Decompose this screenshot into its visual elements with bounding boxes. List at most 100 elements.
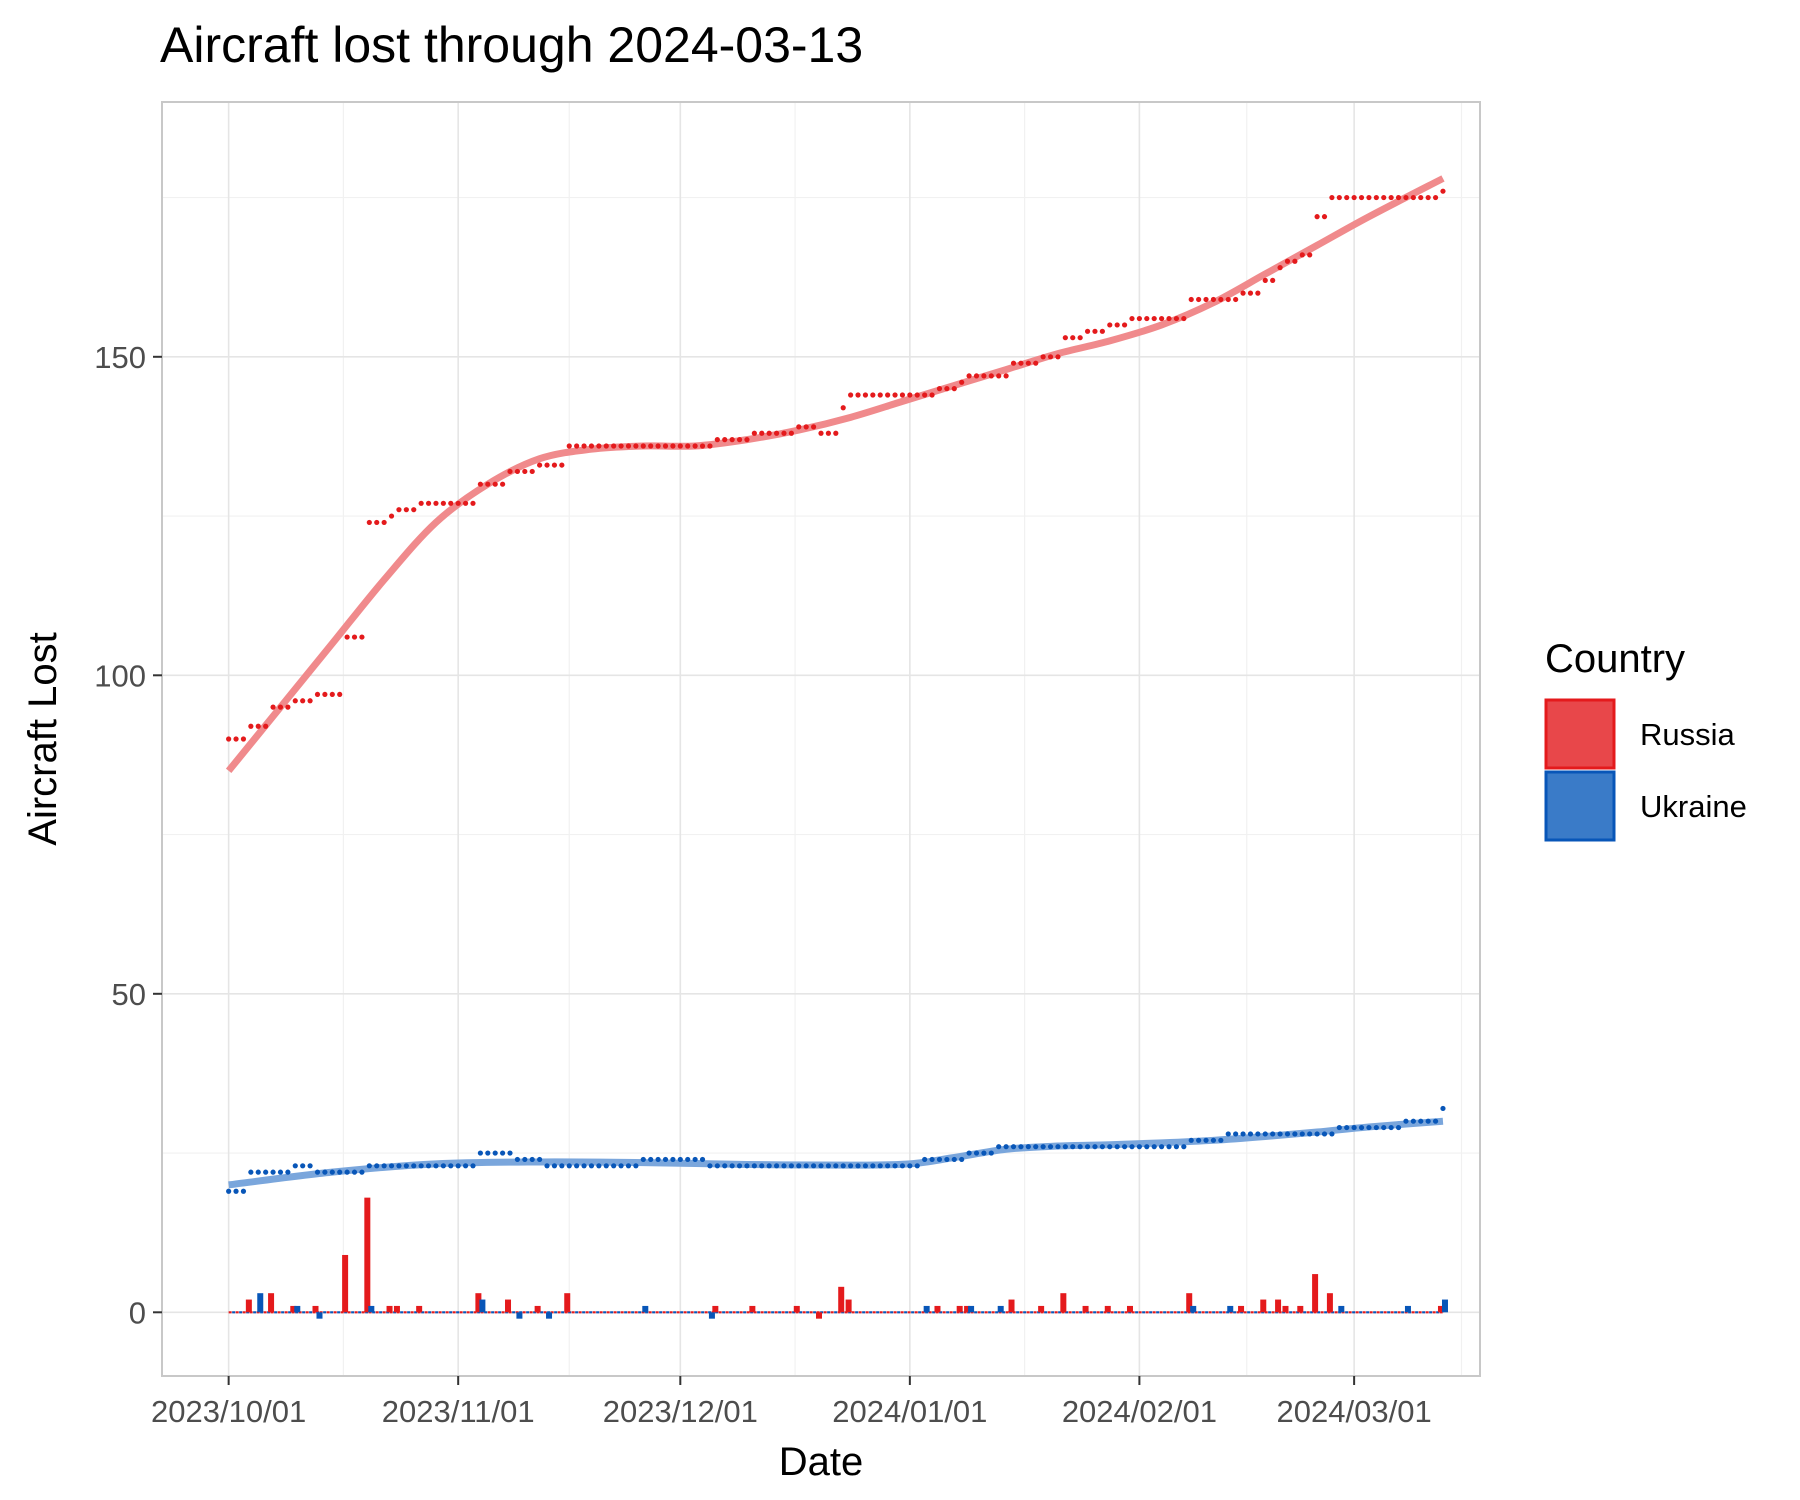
point-ukraine [603,1163,609,1169]
point-ukraine [1144,1144,1150,1150]
point-russia [240,736,247,742]
point-russia [1203,296,1209,303]
point-russia [914,392,920,398]
point-ukraine [655,1156,661,1163]
daily-bar-ukraine [923,1305,930,1313]
point-ukraine [796,1163,802,1169]
point-russia [855,392,861,398]
point-russia [714,437,720,443]
point-ukraine [1388,1124,1394,1131]
point-russia [1307,252,1313,258]
daily-bar-ukraine [1227,1305,1234,1313]
point-russia [781,430,787,436]
point-russia [374,519,380,526]
point-ukraine [988,1150,994,1156]
point-ukraine [1432,1118,1439,1124]
grid-lines [162,102,1480,1376]
point-ukraine [307,1163,313,1169]
point-russia [433,500,439,506]
point-ukraine [855,1163,861,1169]
point-ukraine [1344,1124,1350,1131]
point-ukraine [1055,1144,1061,1150]
point-russia [270,704,276,710]
point-ukraine [240,1188,247,1194]
point-russia [633,443,639,449]
point-ukraine [1136,1144,1142,1150]
point-russia [514,468,521,475]
point-ukraine [781,1163,787,1169]
axis-ticks: 0 50 100 150 2023/10/01 2023/11/01 2023/12/01 2… [94,340,1431,1429]
point-russia [707,443,713,449]
daily-bar-ukraine [479,1299,486,1313]
daily-bar-russia [749,1305,756,1313]
point-russia [588,443,595,449]
point-russia [766,430,772,436]
point-ukraine [537,1156,543,1163]
point-russia [988,373,994,379]
point-ukraine [448,1163,454,1169]
point-russia [396,507,402,513]
point-russia [692,443,698,449]
x-tick-label: 2024/01/01 [832,1394,987,1429]
point-ukraine [922,1156,928,1163]
point-ukraine [885,1163,891,1169]
point-russia [1159,315,1165,322]
point-ukraine [670,1156,676,1163]
point-ukraine [618,1163,624,1169]
point-ukraine [1040,1144,1046,1150]
point-ukraine [1166,1144,1172,1150]
point-ukraine [507,1150,513,1156]
point-russia [226,736,232,742]
point-ukraine [329,1169,335,1175]
daily-bar-ukraine [997,1305,1004,1313]
point-russia [611,443,617,449]
daily-bar-russia [364,1197,371,1313]
point-ukraine [1292,1131,1298,1137]
point-ukraine [1307,1131,1313,1137]
point-ukraine [1173,1144,1180,1150]
point-ukraine [936,1156,943,1163]
point-ukraine [337,1169,343,1175]
point-russia [248,723,254,729]
point-ukraine [1418,1118,1424,1124]
point-russia [1440,188,1446,194]
point-ukraine [714,1163,720,1169]
point-ukraine [1314,1131,1320,1137]
point-ukraine [322,1169,328,1175]
point-ukraine [500,1150,506,1156]
daily-bar-ukraine [708,1312,715,1319]
point-ukraine [233,1188,239,1194]
daily-bar-russia [1082,1305,1089,1313]
point-ukraine [1181,1144,1187,1150]
point-russia [1336,194,1342,201]
point-russia [529,468,535,475]
daily-bar-russia [393,1305,400,1313]
point-ukraine [263,1169,269,1175]
point-russia [1233,296,1239,303]
point-ukraine [1203,1137,1209,1143]
point-ukraine [1114,1144,1120,1150]
daily-bar-russia [816,1312,822,1319]
point-russia [1240,290,1246,296]
point-russia [907,392,913,398]
point-russia [537,462,543,468]
point-russia [1284,258,1291,264]
point-russia [899,392,906,398]
point-russia [1418,194,1424,201]
point-russia [1366,194,1372,201]
daily-bar-russia [268,1293,275,1313]
daily-bar-russia [934,1305,941,1313]
point-ukraine [388,1163,395,1169]
point-russia [840,405,846,411]
daily-bar-russia [416,1305,423,1313]
point-ukraine [1366,1124,1372,1131]
point-russia [648,443,654,449]
point-russia [351,634,358,640]
point-russia [1166,315,1172,322]
point-russia [944,386,950,392]
point-russia [329,691,335,698]
point-ukraine [759,1163,765,1169]
point-russia [1270,277,1276,283]
point-russia [492,481,498,487]
